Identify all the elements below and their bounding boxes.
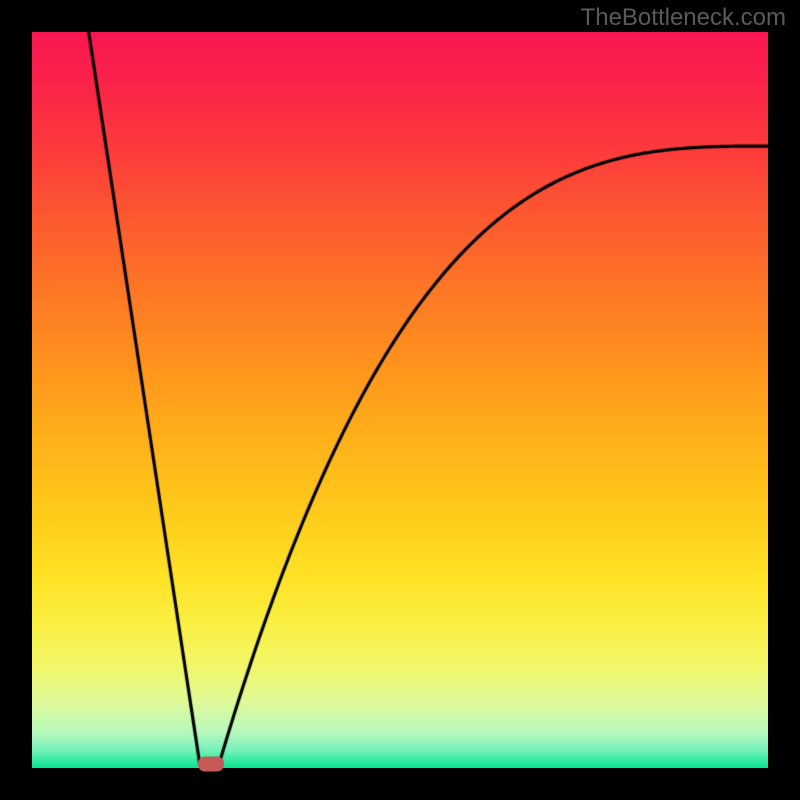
optimum-marker <box>198 756 224 771</box>
watermark-label: TheBottleneck.com <box>581 4 786 32</box>
figure-container: TheBottleneck.com <box>0 0 800 800</box>
plot-area <box>32 32 768 768</box>
bottleneck-curve <box>32 32 768 768</box>
